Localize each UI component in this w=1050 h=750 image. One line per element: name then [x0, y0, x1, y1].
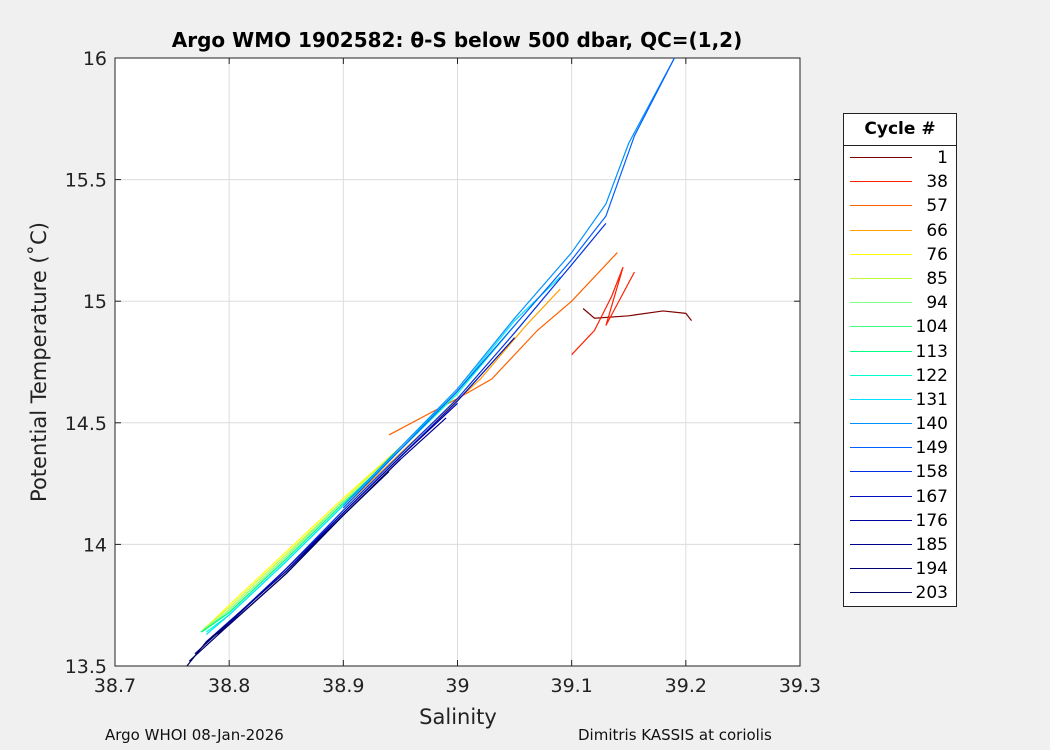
- legend-label: 176: [915, 510, 948, 531]
- legend-swatch: [850, 253, 912, 255]
- legend-item-140: 140: [844, 412, 956, 436]
- legend-label: 85: [926, 268, 948, 289]
- x-tick-label: 38.9: [322, 675, 364, 697]
- legend-label: 38: [926, 172, 948, 193]
- y-tick-label: 13.5: [65, 656, 107, 678]
- legend-swatch: [850, 181, 912, 183]
- legend-label: 158: [915, 462, 948, 483]
- legend-swatch: [850, 157, 912, 158]
- legend-label: 194: [915, 559, 948, 580]
- legend-item-185: 185: [844, 533, 956, 557]
- legend-swatch: [850, 568, 912, 570]
- series-line-85: [202, 446, 401, 630]
- x-tick-label: 39.3: [779, 675, 821, 697]
- legend-item-57: 57: [844, 194, 956, 218]
- legend: Cycle # 1 38 57 66 76 85 94 104 113 122 131 140 149 1…: [843, 113, 957, 607]
- legend-label: 203: [915, 583, 948, 604]
- y-tick-label: 14.5: [65, 413, 107, 435]
- legend-swatch: [850, 592, 912, 594]
- legend-label: 167: [915, 486, 948, 507]
- legend-swatch: [850, 398, 912, 400]
- legend-label: 140: [915, 414, 948, 435]
- series-line-185: [194, 417, 447, 655]
- legend-label: 131: [915, 389, 948, 410]
- legend-label: 76: [926, 244, 948, 265]
- legend-item-66: 66: [844, 219, 956, 243]
- legend-title: Cycle #: [844, 114, 956, 146]
- legend-item-194: 194: [844, 557, 956, 581]
- legend-label: 104: [915, 317, 948, 338]
- legend-item-167: 167: [844, 485, 956, 509]
- legend-label: 122: [915, 365, 948, 386]
- legend-swatch: [850, 471, 912, 473]
- x-axis-label: Salinity: [419, 705, 497, 729]
- series-line-76: [205, 446, 401, 628]
- legend-label: 66: [926, 220, 948, 241]
- series-line-66: [342, 288, 561, 509]
- y-tick-label: 14: [83, 534, 107, 556]
- legend-swatch: [850, 277, 912, 279]
- footer-right: Dimitris KASSIS at coriolis: [578, 726, 772, 744]
- legend-item-122: 122: [844, 364, 956, 388]
- series-line-38: [571, 266, 635, 356]
- legend-label: 57: [926, 196, 948, 217]
- series-line-149: [342, 57, 675, 509]
- chart-title: Argo WMO 1902582: θ-S below 500 dbar, QC…: [172, 28, 742, 52]
- series-line-94: [201, 500, 344, 633]
- legend-swatch: [850, 326, 912, 328]
- legend-swatch: [850, 447, 912, 449]
- legend-item-149: 149: [844, 436, 956, 460]
- footer-left: Argo WHOI 08-Jan-2026: [105, 726, 284, 744]
- legend-item-85: 85: [844, 267, 956, 291]
- legend-swatch: [850, 302, 912, 304]
- x-tick-label: 38.7: [94, 675, 136, 697]
- legend-item-203: 203: [844, 581, 956, 605]
- legend-swatch: [850, 519, 912, 521]
- legend-swatch: [850, 350, 912, 352]
- x-tick-label: 39.2: [665, 675, 707, 697]
- legend-label: 94: [926, 293, 948, 314]
- x-tick-label: 38.8: [208, 675, 250, 697]
- legend-swatch: [850, 495, 912, 497]
- legend-swatch: [850, 374, 912, 376]
- legend-label: 149: [915, 438, 948, 459]
- y-tick-label: 15.5: [65, 170, 107, 192]
- legend-item-38: 38: [844, 170, 956, 194]
- legend-swatch: [850, 544, 912, 545]
- x-tick-label: 39.1: [551, 675, 593, 697]
- legend-swatch: [850, 229, 912, 231]
- y-tick-label: 15: [83, 291, 107, 313]
- legend-label: 113: [915, 341, 948, 362]
- series-line-203: [186, 471, 390, 667]
- axes-box: [114, 57, 801, 667]
- legend-item-131: 131: [844, 388, 956, 412]
- legend-item-76: 76: [844, 243, 956, 267]
- x-tick-label: 39: [445, 675, 469, 697]
- series-line-1: [582, 308, 693, 322]
- legend-item-176: 176: [844, 509, 956, 533]
- legend-item-113: 113: [844, 340, 956, 364]
- legend-swatch: [850, 423, 912, 425]
- legend-label: 185: [915, 535, 948, 555]
- legend-label: 1: [937, 148, 948, 168]
- legend-swatch: [850, 205, 912, 207]
- legend-item-158: 158: [844, 460, 956, 484]
- y-axis-label: Potential Temperature (˚C): [27, 222, 51, 502]
- series-line-140: [342, 57, 675, 506]
- legend-item-94: 94: [844, 291, 956, 315]
- y-tick-label: 16: [83, 48, 107, 70]
- legend-item-1: 1: [844, 146, 956, 170]
- legend-item-104: 104: [844, 315, 956, 339]
